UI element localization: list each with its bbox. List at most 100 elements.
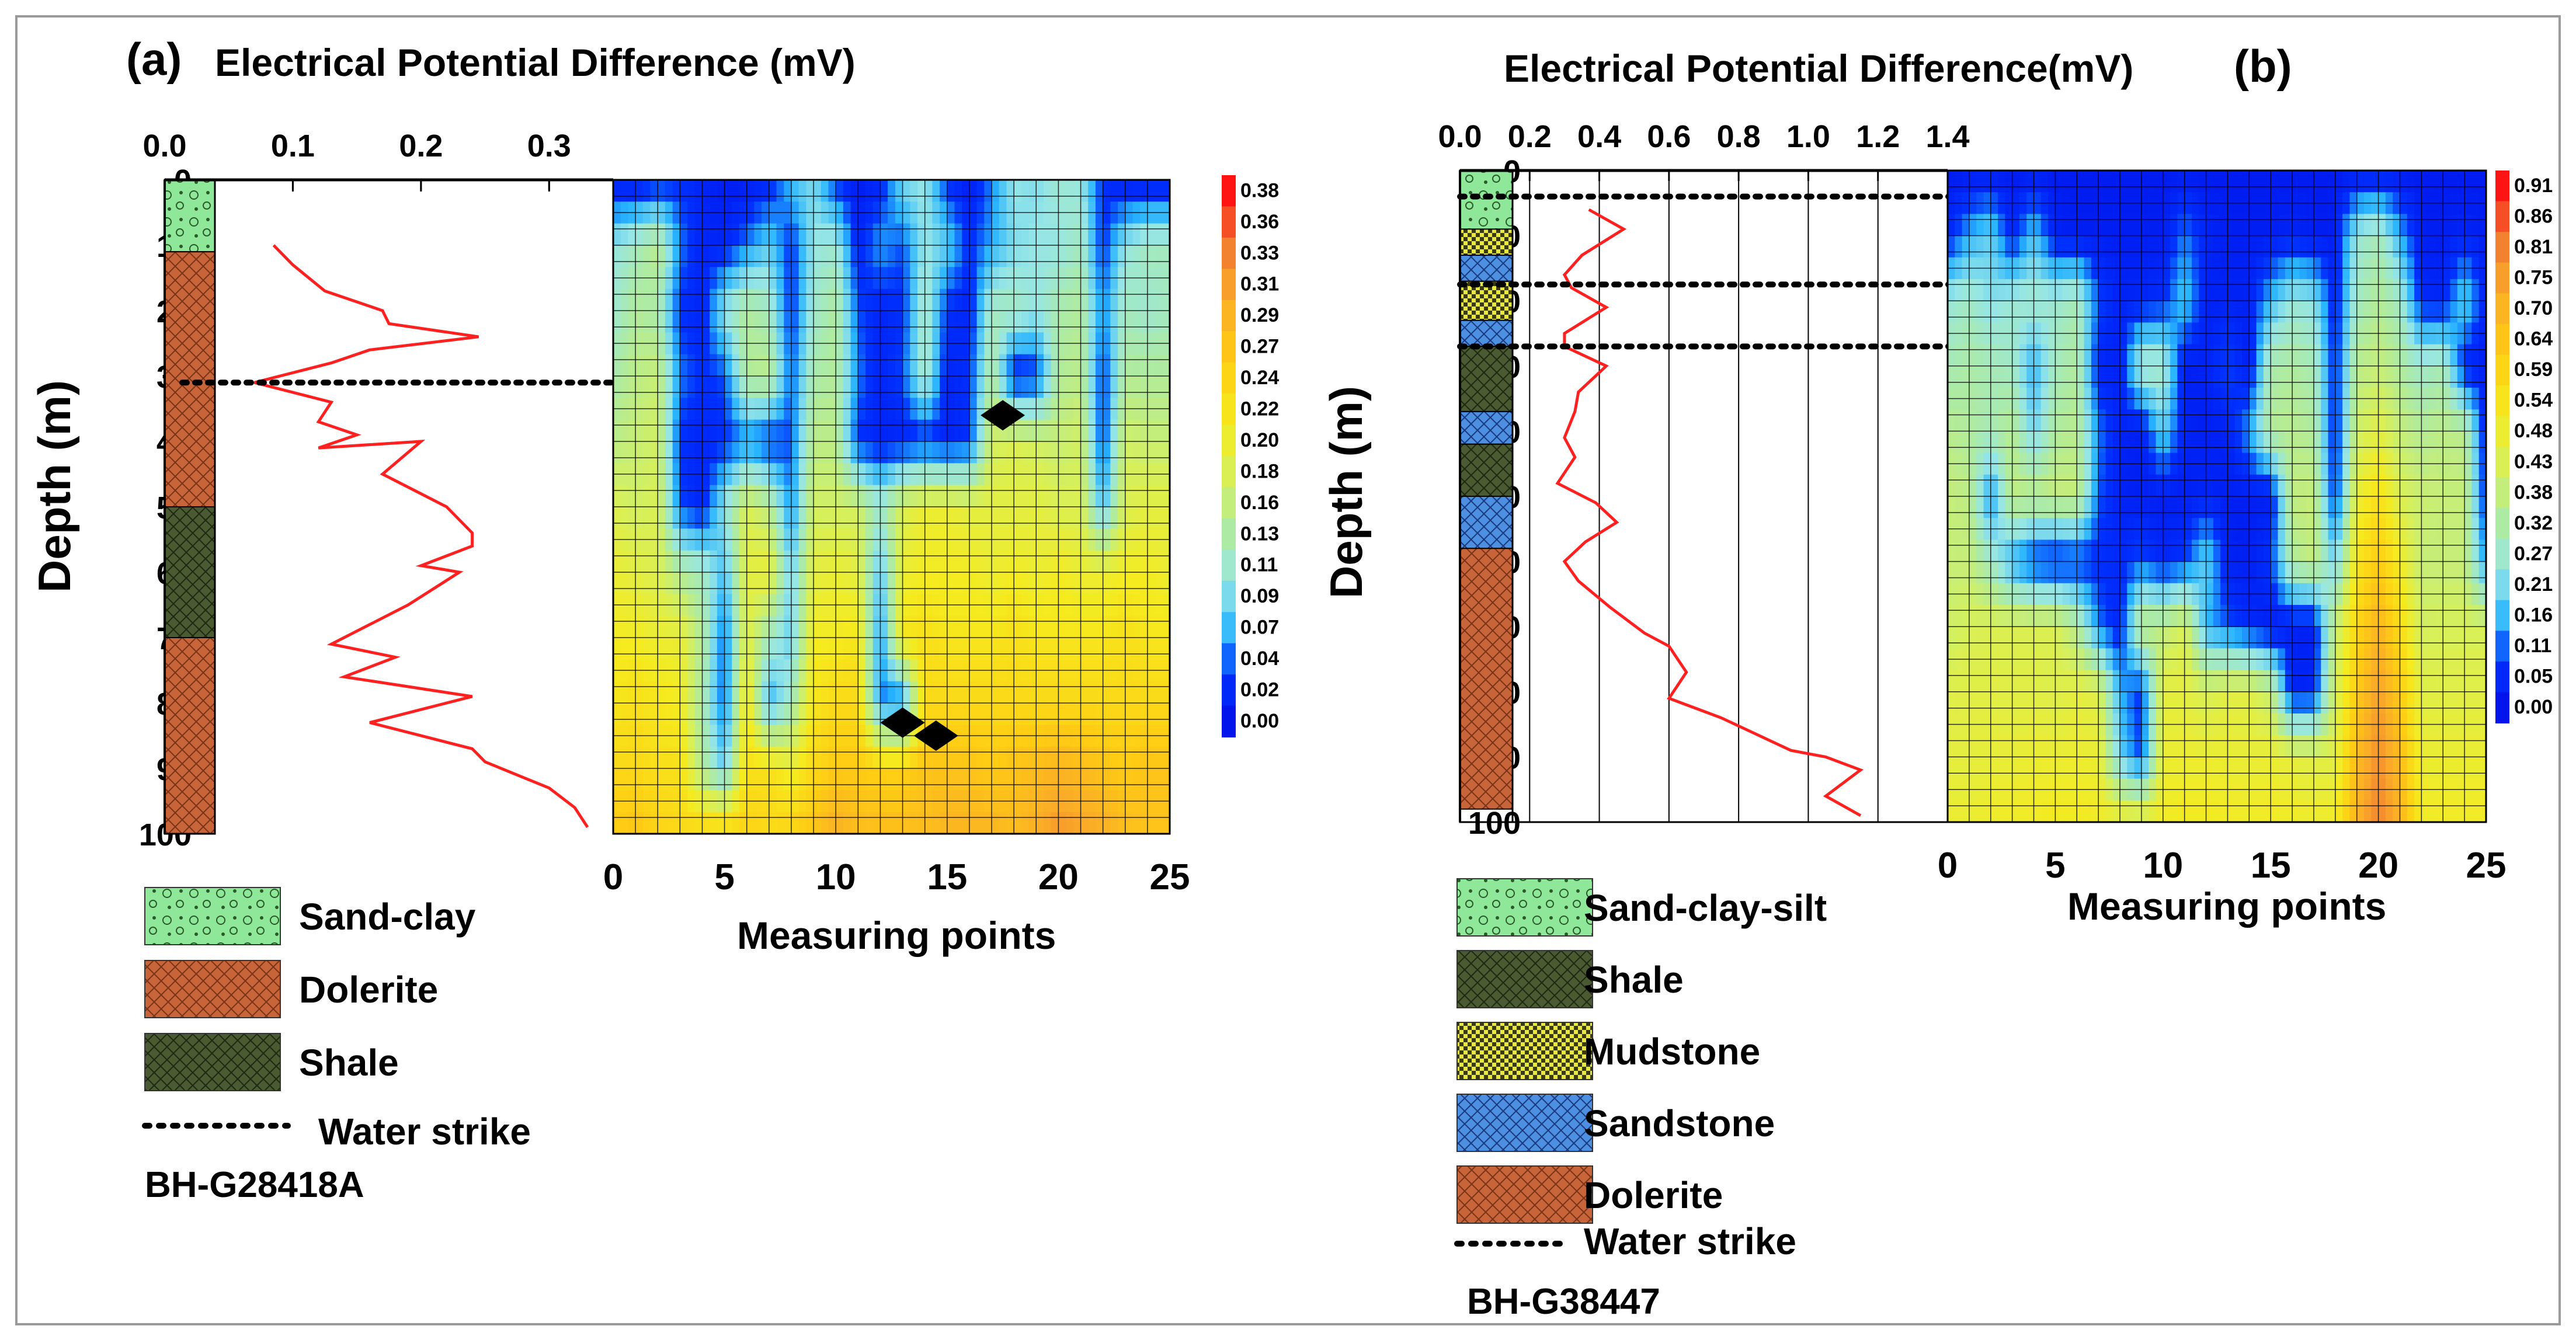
heatmap-cell [1044,615,1052,638]
heatmap-cell [2234,409,2243,432]
heatmap-cell [2349,627,2358,649]
heatmap-cell [2019,170,2027,193]
heatmap-cell [1147,223,1156,246]
heatmap-cell [2428,605,2436,627]
heatmap-cell [2378,627,2386,649]
heatmap-cell [769,311,777,333]
heatmap-cell [746,768,755,791]
heatmap-cell [821,223,829,246]
heatmap-cell [2084,627,2092,649]
panel-b-measuring-point-ticks: 0 5 10 15 20 25 [1938,845,2507,886]
heatmap-cell [2019,235,2027,258]
heatmap-cell [1103,812,1111,834]
heatmap-cell [2407,279,2415,301]
heatmap-cell [2012,605,2020,627]
heatmap-cell [762,376,770,399]
measuring-point-tick-label: 0 [603,857,623,897]
heatmap-cell [2091,366,2099,388]
heatmap-cell [2156,474,2164,497]
heatmap-cell [2328,366,2336,388]
heatmap-cell [1132,746,1141,769]
lithology-unit [1459,410,1513,445]
heatmap-cell [895,311,903,333]
heatmap-cell [769,485,777,507]
heatmap-cell [2385,540,2393,562]
heatmap-cell [2213,431,2221,454]
heatmap-cell [2421,279,2429,301]
heatmap-cell [1147,419,1156,442]
heatmap-cell [784,615,792,638]
heatmap-cell [1095,376,1104,399]
heatmap-cell [2120,366,2128,388]
heatmap-cell [858,768,866,791]
heatmap-cell [2141,431,2149,454]
heatmap-cell [2084,670,2092,692]
heatmap-cell [1983,235,1991,258]
heatmap-cell [1990,735,1998,758]
heatmap-cell [954,507,962,530]
heatmap-cell [2091,235,2099,258]
colorbar-tick-label: 0.36 [1240,211,1279,233]
heatmap-cell [2249,627,2257,649]
heatmap-cell [650,746,658,769]
heatmap-cell [2385,235,2393,258]
heatmap-cell [1103,615,1111,638]
heatmap-cell [880,311,888,333]
heatmap-cell [2055,279,2063,301]
heatmap-cell [1088,180,1096,203]
heatmap-cell [1983,431,1991,454]
heatmap-cell [1955,279,1963,301]
heatmap-cell [1155,550,1163,573]
heatmap-cell [1983,605,1991,627]
heatmap-cell [865,703,874,726]
heatmap-cell [2005,605,2013,627]
heatmap-cell [2141,540,2149,562]
measuring-point-tick-label: 15 [927,857,967,897]
heatmap-cell [2112,561,2120,584]
heatmap-cell [2263,735,2271,758]
colorbar-swatch [2495,354,2509,386]
heatmap-cell [2005,431,2013,454]
heatmap-cell [746,703,755,726]
heatmap-cell [2299,561,2307,584]
heatmap-cell [620,311,629,333]
heatmap-cell [1051,812,1059,834]
heatmap-cell [888,419,896,442]
heatmap-cell [1028,572,1037,595]
heatmap-cell [2400,366,2408,388]
heatmap-cell [2026,561,2035,584]
heatmap-cell [1976,691,1984,714]
heatmap-cell [2385,627,2393,649]
heatmap-cell [2062,605,2070,627]
heatmap-cell [2443,409,2451,432]
heatmap-cell [791,768,799,791]
heatmap-cell [1103,638,1111,660]
heatmap-cell [2457,735,2465,758]
heatmap-cell [888,441,896,464]
heatmap-cell [2249,344,2257,367]
heatmap-cell [902,354,911,377]
heatmap-cell [1132,703,1141,726]
heatmap-cell [992,681,1000,704]
heatmap-cell [1006,768,1014,791]
colorbar-tick-label: 0.21 [2514,573,2553,596]
heatmap-cell [2450,301,2458,323]
heatmap-cell [1110,288,1118,311]
heatmap-cell [2378,496,2386,518]
heatmap-cell [2184,627,2192,649]
heatmap-cell [2356,235,2365,258]
heatmap-cell [1955,301,1963,323]
heatmap-cell [724,550,733,573]
heatmap-cell [687,703,696,726]
heatmap-cell [784,288,792,311]
heatmap-cell [1976,540,1984,562]
heatmap-cell [1110,638,1118,660]
heatmap-cell [694,681,703,704]
legend-swatch-mudstone [1456,1022,1593,1080]
heatmap-cell [1140,311,1148,333]
heatmap-cell [665,223,673,246]
heatmap-cell [895,419,903,442]
heatmap-cell [2048,279,2056,301]
heatmap-cell [2033,235,2042,258]
heatmap-cell [687,354,696,377]
